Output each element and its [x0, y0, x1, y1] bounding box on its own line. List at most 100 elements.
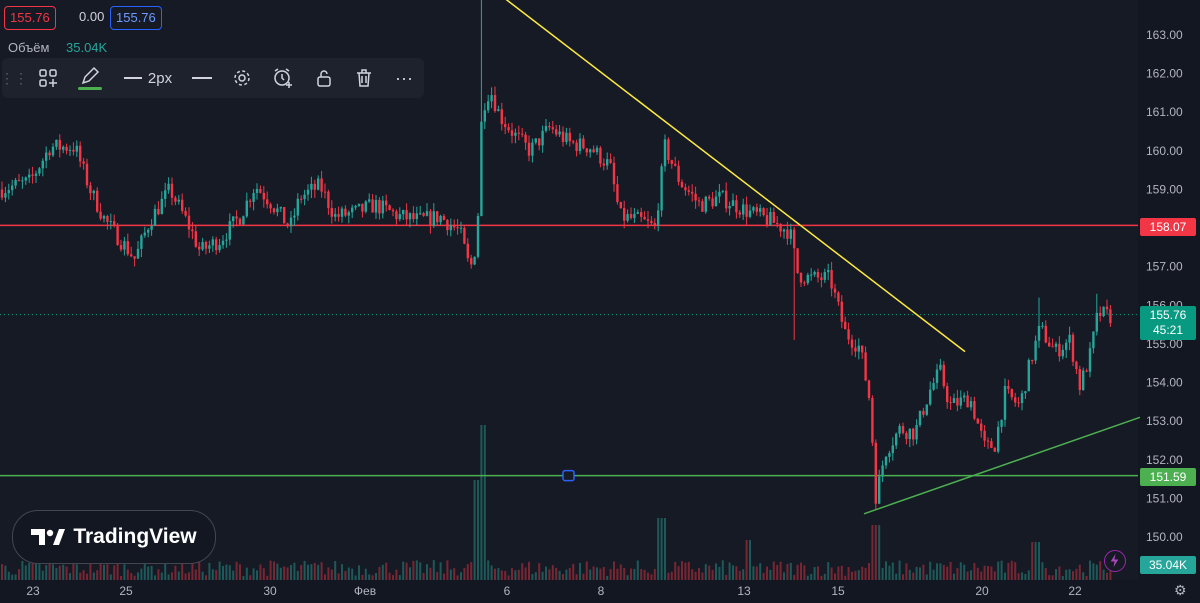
candle-body — [120, 245, 122, 250]
volume-bar — [372, 575, 374, 580]
chart-settings-icon[interactable]: ⚙ — [1174, 582, 1187, 599]
candle-body — [235, 216, 237, 218]
current-price-tag: 155.76 45:21 — [1140, 306, 1196, 340]
candle-body — [1034, 341, 1036, 361]
candle-body — [752, 207, 754, 210]
volume-bar — [671, 572, 673, 580]
candle-body — [28, 175, 30, 178]
candle-body — [902, 426, 904, 433]
candle-body — [650, 221, 652, 223]
volume-bar — [946, 567, 948, 580]
candle-body — [490, 95, 492, 101]
volume-bar — [616, 569, 618, 580]
volume-bar — [803, 565, 805, 580]
volume-bar — [542, 572, 544, 580]
candle-body — [956, 398, 958, 406]
close-price-badge: 155.76 — [110, 6, 162, 30]
drag-handle-icon[interactable]: ⋮⋮ — [8, 66, 20, 90]
volume-bar — [739, 571, 741, 580]
candle-body — [694, 194, 696, 201]
volume-bar — [623, 568, 625, 580]
x-tick-label: Фев — [354, 584, 376, 598]
candle-body — [375, 200, 377, 213]
candle-body — [1079, 369, 1081, 390]
candle-body — [620, 202, 622, 208]
y-tick-label: 163.00 — [1146, 28, 1183, 42]
candle-body — [688, 190, 690, 192]
candle-body — [365, 202, 367, 212]
volume-bar — [212, 569, 214, 580]
candle-body — [613, 163, 615, 184]
x-tick-label: 30 — [263, 584, 277, 598]
y-tick-label: 161.00 — [1146, 105, 1183, 119]
volume-bar — [569, 568, 571, 580]
volume-bar — [797, 565, 799, 580]
settings-icon[interactable] — [230, 66, 254, 90]
volume-bar — [140, 569, 142, 580]
candle-body — [35, 174, 37, 176]
candle-body — [246, 201, 248, 217]
candle-body — [922, 411, 924, 415]
alert-icon[interactable] — [270, 66, 296, 90]
candle-body — [110, 221, 112, 222]
volume-bar — [712, 570, 714, 580]
volume-bar — [266, 576, 268, 580]
candle-body — [582, 139, 584, 149]
volume-bar — [365, 569, 367, 580]
candle-body — [450, 225, 452, 230]
volume-bar — [249, 575, 251, 580]
layout-icon[interactable] — [36, 66, 60, 90]
volume-bar — [402, 562, 404, 580]
candle-body — [59, 140, 61, 150]
volume-bar — [1041, 562, 1043, 580]
volume-bar — [963, 565, 965, 580]
support-line-handle[interactable] — [563, 471, 574, 481]
candle-body — [786, 230, 788, 239]
candle-body — [188, 216, 190, 230]
more-icon[interactable]: ··· — [392, 66, 416, 90]
volume-bar — [1065, 570, 1067, 580]
candle-body — [25, 177, 27, 180]
volume-bar — [1011, 561, 1013, 580]
candle-body — [446, 220, 448, 230]
candle-body — [1089, 348, 1091, 371]
volume-bar — [18, 569, 20, 580]
tradingview-logo[interactable]: TradingView — [12, 510, 216, 564]
candle-body — [348, 212, 350, 215]
trash-icon[interactable] — [352, 66, 376, 90]
lightning-icon[interactable] — [1104, 550, 1126, 572]
volume-bar — [416, 560, 418, 580]
volume-bar — [916, 567, 918, 580]
line-width-button[interactable]: 2px — [118, 66, 178, 90]
volume-bar — [283, 567, 285, 580]
candle-body — [327, 192, 329, 208]
volume-bar — [25, 565, 27, 580]
candle-body — [834, 289, 836, 293]
volume-bar — [579, 563, 581, 580]
volume-bar — [8, 572, 10, 580]
volume-bar — [994, 571, 996, 580]
volume-bar — [596, 567, 598, 580]
lock-icon[interactable] — [312, 66, 336, 90]
volume-bar — [4, 566, 6, 580]
volume-bar — [1045, 568, 1047, 580]
candle-body — [239, 219, 241, 225]
volume-bar — [664, 518, 666, 580]
candle-body — [283, 207, 285, 223]
volume-bar — [589, 570, 591, 580]
candle-body — [280, 207, 282, 208]
volume-bar — [198, 560, 200, 580]
volume-bar — [749, 540, 751, 580]
volume-bar — [134, 576, 136, 580]
volume-bar — [1075, 569, 1077, 580]
candle-body — [725, 191, 727, 209]
volume-bar — [1069, 569, 1071, 580]
candle-body — [654, 223, 656, 226]
line-style-icon[interactable] — [190, 66, 214, 90]
volume-bar — [1014, 562, 1016, 580]
resistance-price-tag: 158.07 — [1140, 218, 1196, 236]
volume-bar — [423, 573, 425, 580]
volume-bar — [324, 574, 326, 580]
pencil-icon[interactable] — [76, 66, 104, 90]
volume-bar — [79, 573, 81, 580]
